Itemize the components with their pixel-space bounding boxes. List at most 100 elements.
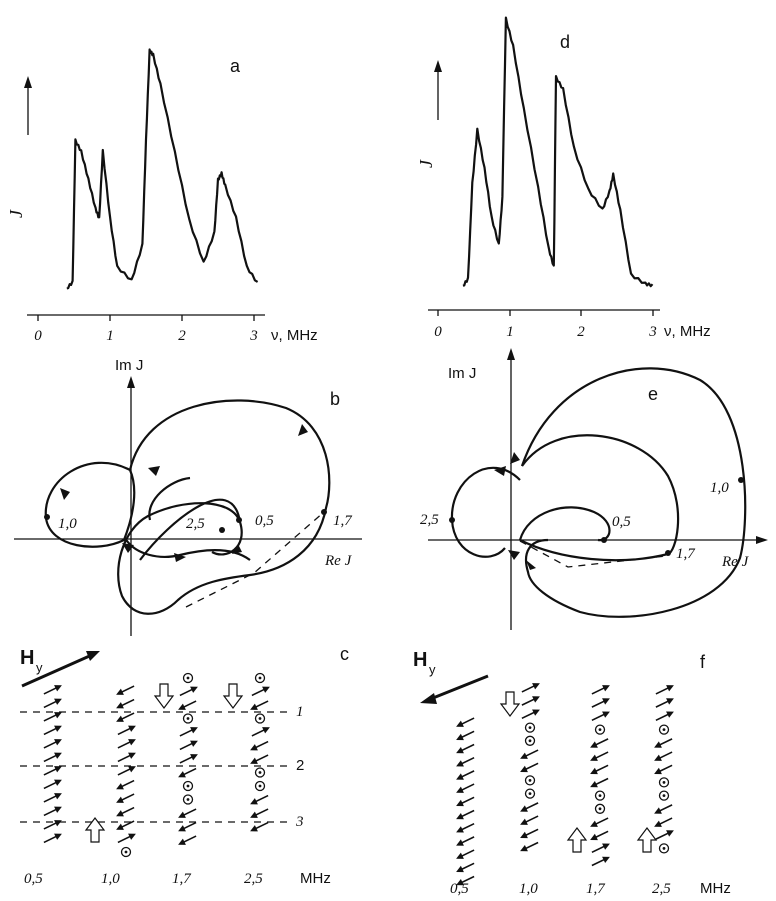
panel-a-letter: a: [230, 56, 241, 76]
panel-d-spectrum-line: [462, 16, 654, 288]
c-col2-11-arrow: [178, 821, 197, 832]
panel-f-field-label: H: [413, 649, 427, 671]
panel-e-re-arrowhead: [756, 536, 768, 544]
c-col1-10-arrow: [116, 820, 135, 830]
f-col2-11-arrow: [590, 830, 609, 841]
panel-b-arrow-3: [298, 424, 308, 436]
panel-f-col-0-5: 0,5: [450, 881, 469, 897]
f-col1-2-arrow: [521, 709, 540, 720]
panel-f-col-2-5: 2,5: [652, 881, 671, 897]
panel-e-loop-middle: [521, 434, 680, 556]
f-col3-1-arrow: [655, 698, 674, 708]
f-col1-6-arrow: [520, 762, 539, 773]
c-col2-10-arrow: [178, 808, 197, 818]
panel-e-arrow-4: [526, 560, 536, 570]
c-col1-9-arrow: [116, 806, 135, 817]
panel-c-field-arrowhead: [86, 651, 100, 661]
f-col1-3-dot: [524, 722, 536, 733]
c-col2-6-arrow: [179, 754, 198, 764]
panel-e-letter: e: [648, 384, 658, 404]
panel-e-low-path: [519, 539, 669, 562]
f-col3-9-arrow: [654, 804, 673, 814]
c-col0-5-arrow: [43, 752, 62, 763]
c-col0-7-arrow: [43, 779, 62, 790]
c-col2-7-arrow: [178, 767, 197, 778]
panel-b-marker-1-0: [44, 514, 50, 520]
panel-f-open-arrows: [499, 691, 658, 853]
panel-d-xunit: ν, MHz: [664, 323, 711, 340]
c-col2-2-arrow: [178, 700, 197, 710]
f-col2-5-arrow: [590, 751, 609, 761]
panel-c-col-2-5: 2,5: [244, 871, 263, 887]
c-col0-6-arrow: [43, 766, 62, 776]
panel-b-arrow-4: [122, 543, 134, 553]
panel-b-point-1-7: 1,7: [333, 513, 353, 529]
c-col2-1-arrow: [179, 686, 198, 697]
panel-d-tick-3: 3: [648, 324, 657, 340]
f-col2-1-arrow: [591, 698, 610, 708]
panel-e-point-0-5: 0,5: [612, 514, 631, 530]
panel-b: b Im J Re J 1,0 0,5 1,7 2,5: [14, 357, 362, 636]
panel-c-col-1-7: 1,7: [172, 871, 192, 887]
c-col0-3-arrow: [43, 725, 62, 736]
panel-e-point-1-0: 1,0: [710, 480, 729, 496]
f-col2-3-dot: [594, 724, 606, 735]
c-col1-8-arrow: [116, 793, 135, 803]
f-col0-7-arrow: [456, 809, 475, 820]
panel-e-markers: [449, 477, 744, 556]
c-col2-0-dot: [182, 672, 194, 684]
f-col1-12-arrow: [520, 841, 539, 852]
c-col2-8-dot: [182, 780, 194, 792]
panel-c-open-arrows: [84, 683, 244, 843]
panel-e-direction-arrows: [494, 452, 536, 570]
panel-d: d J 0 1 2 3 ν, MHz: [416, 16, 711, 340]
panel-f-field-arrow: [427, 674, 489, 702]
c-col1-7-arrow: [116, 779, 135, 790]
c-col3-4-arrow: [251, 727, 270, 737]
f-col2-0-arrow: [591, 685, 610, 695]
f-col2-12-arrow: [591, 843, 610, 854]
f-col1-5-arrow: [520, 749, 539, 759]
panel-b-marker-0-5: [236, 517, 242, 523]
panel-a-xunit: ν, MHz: [271, 327, 318, 344]
panel-e-hodograph: [450, 367, 747, 618]
panel-a: a J 0 1 2 3 ν, MHz: [6, 48, 318, 344]
panel-e-loop-left: [450, 466, 521, 558]
panel-f-unit: MHz: [700, 880, 731, 897]
panel-e-loop-outer: [520, 367, 747, 618]
panel-b-direction-arrows: [60, 424, 308, 562]
c-col3-0-dot: [254, 672, 266, 684]
f-col1-0-arrow: [521, 683, 540, 693]
panel-d-y-arrowhead: [434, 60, 442, 72]
panel-e-loop-inner: [518, 506, 611, 542]
c-col1-1-arrow: [116, 698, 135, 709]
panel-b-arrow-2: [148, 466, 160, 476]
c-col2-9-dot: [182, 794, 194, 805]
c-col1-4-arrow: [117, 739, 136, 749]
panel-e-arrow-2: [510, 452, 520, 464]
f-col1-1-arrow: [521, 696, 540, 706]
panel-f-field-arrowhead: [420, 693, 437, 704]
panel-e-arrow-1: [494, 466, 506, 476]
panel-c-col-0-5: 0,5: [24, 871, 43, 887]
panel-f-field-sub: y: [429, 662, 436, 677]
panel-f-open-arrow-1: [499, 691, 521, 717]
panel-c: c H y 1 2 3 0,5 1,0 1,7 2,5 MHz: [20, 644, 349, 887]
panel-f-col-1-7: 1,7: [586, 881, 606, 897]
c-col3-6-arrow: [250, 754, 269, 764]
f-col0-11-arrow: [456, 862, 475, 873]
panel-f-open-arrow-2: [566, 827, 588, 853]
c-col1-6-arrow: [117, 766, 136, 776]
panel-b-point-1-0: 1,0: [58, 516, 77, 532]
panel-d-letter: d: [560, 32, 570, 52]
panel-d-tick-2: 2: [577, 324, 585, 340]
panel-a-x-ticks: 0 1 2 3: [34, 315, 258, 344]
panel-b-loop-outer: [117, 399, 331, 615]
panel-b-point-2-5: 2,5: [186, 516, 205, 532]
panel-c-open-arrow-3: [84, 817, 106, 843]
f-col2-7-arrow: [590, 777, 609, 788]
f-col1-11-arrow: [520, 828, 539, 839]
panel-c-letter: c: [340, 644, 349, 664]
panel-d-tick-1: 1: [506, 324, 514, 340]
panel-b-loop-left: [44, 461, 136, 548]
